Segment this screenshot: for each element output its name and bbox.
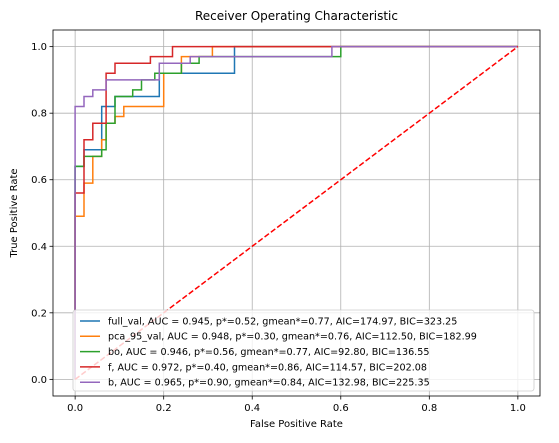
legend-label: full_val, AUC = 0.945, p*=0.52, gmean*=0… — [108, 316, 457, 327]
x-tick-label: 0.2 — [156, 403, 172, 414]
x-tick-label: 0.0 — [67, 403, 83, 414]
axis-ticks: 0.0 0.2 0.4 0.6 0.8 1.0 0.0 0.2 0.4 0.6 0.8 1.0 — [31, 42, 526, 414]
roc-curve-4 — [74, 45, 518, 380]
legend-label: bo, AUC = 0.946, p*=0.56, gmean*=0.77, A… — [108, 347, 429, 358]
legend-box — [72, 309, 535, 392]
y-axis-label: True Positive Rate — [9, 168, 20, 258]
y-tick-label: 0.0 — [31, 375, 47, 386]
chart-title: Receiver Operating Characteristic — [195, 9, 398, 23]
y-tick-label: 0.6 — [31, 175, 47, 186]
y-tick-label: 0.8 — [31, 109, 47, 120]
x-tick-label: 0.4 — [244, 403, 260, 414]
legend-label: pca_95_val, AUC = 0.948, p*=0.30, gmean*… — [108, 332, 477, 343]
x-tick-label: 0.6 — [333, 403, 349, 414]
plot-frame — [52, 29, 541, 397]
legend-label: b, AUC = 0.965, p*=0.90, gmean*=0.84, AI… — [108, 378, 430, 389]
y-tick-label: 0.2 — [31, 308, 47, 319]
x-tick-label: 1.0 — [510, 403, 526, 414]
legend: full_val, AUC = 0.945, p*=0.52, gmean*=0… — [72, 309, 535, 392]
roc-curve-3 — [74, 45, 518, 380]
x-tick-label: 0.8 — [421, 403, 437, 414]
x-axis-label: False Positive Rate — [250, 419, 343, 430]
y-tick-label: 0.4 — [31, 242, 47, 253]
y-tick-label: 1.0 — [31, 42, 47, 53]
legend-label: f, AUC = 0.972, p*=0.40, gmean*=0.86, AI… — [108, 362, 427, 373]
